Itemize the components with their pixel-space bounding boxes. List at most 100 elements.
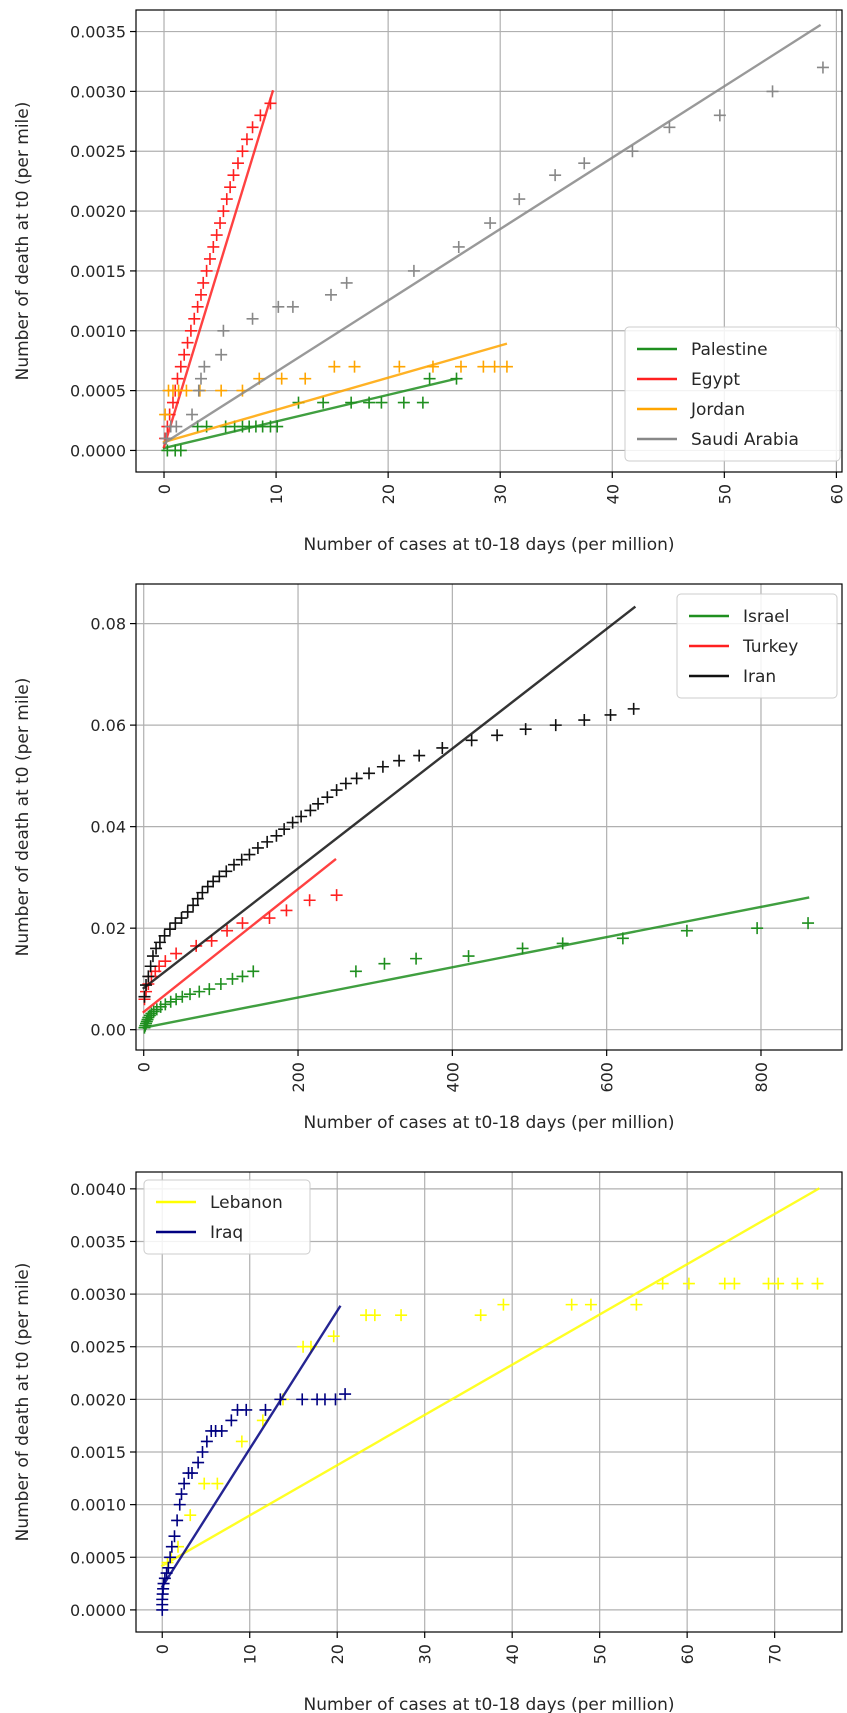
- x-tick-label: 0: [135, 1062, 154, 1072]
- legend: Israel Turkey Iran: [676, 593, 838, 699]
- data-point-israel: [236, 970, 249, 983]
- x-tick-label: 800: [752, 1062, 771, 1093]
- x-tick-label: 600: [598, 1062, 617, 1093]
- data-point-iraq: [171, 1514, 184, 1527]
- data-point-iraq: [162, 1561, 175, 1574]
- data-point-saudi-arabia: [217, 324, 230, 337]
- data-point-jordan: [159, 408, 172, 421]
- data-point-saudi-arabia: [713, 109, 726, 122]
- data-point-iraq: [259, 1403, 272, 1416]
- y-tick-label: 0.08: [90, 615, 126, 634]
- data-point-palestine: [271, 420, 284, 433]
- data-point-saudi-arabia: [578, 157, 591, 170]
- y-tick-label: 0.0035: [70, 1232, 126, 1251]
- data-point-iraq: [318, 1393, 331, 1406]
- data-point-iraq: [339, 1388, 352, 1401]
- data-point-iran: [261, 835, 274, 848]
- data-point-saudi-arabia: [286, 300, 299, 313]
- data-point-iran: [213, 870, 226, 883]
- data-point-saudi-arabia: [513, 193, 526, 206]
- legend-label-saudi-arabia: Saudi Arabia: [691, 430, 799, 450]
- y-tick-label: 0.0030: [70, 1285, 126, 1304]
- data-point-turkey: [236, 917, 249, 930]
- data-point-saudi-arabia: [816, 61, 829, 74]
- data-point-iran: [321, 791, 334, 804]
- data-point-saudi-arabia: [549, 169, 562, 182]
- legend: Palestine Egypt Jordan Saudi Arabia: [624, 326, 841, 462]
- y-tick-label: 0.0010: [70, 322, 126, 341]
- data-point-jordan: [477, 360, 490, 373]
- data-point-iran: [413, 749, 426, 762]
- data-point-palestine: [317, 396, 330, 409]
- data-point-lebanon: [198, 1477, 211, 1490]
- data-point-iran: [339, 777, 352, 790]
- y-tick-label: 0.0040: [70, 1180, 126, 1199]
- data-point-iran: [243, 848, 256, 861]
- data-point-iran: [465, 734, 478, 747]
- data-point-iraq: [165, 1540, 178, 1553]
- data-point-iraq: [329, 1393, 342, 1406]
- x-tick-label: 60: [678, 1644, 697, 1664]
- data-point-saudi-arabia: [452, 240, 465, 253]
- x-tick-label: 70: [766, 1644, 785, 1664]
- data-point-turkey: [280, 904, 293, 917]
- series-israel: [138, 896, 815, 1034]
- x-tick-label: 20: [379, 484, 398, 504]
- data-point-jordan: [454, 360, 467, 373]
- data-point-egypt: [246, 121, 259, 134]
- data-point-saudi-arabia: [246, 312, 259, 325]
- y-tick-label: 0.0025: [70, 1338, 126, 1357]
- y-tick-label: 0.0000: [70, 1601, 126, 1620]
- data-point-saudi-arabia: [766, 85, 779, 98]
- legend-label-iraq: Iraq: [210, 1223, 243, 1243]
- x-axis-title: Number of cases at t0-18 days (per milli…: [303, 1113, 674, 1133]
- data-point-egypt: [214, 217, 227, 230]
- y-tick-label: 0.0015: [70, 262, 126, 281]
- data-point-iran: [251, 841, 264, 854]
- data-point-palestine: [416, 396, 429, 409]
- fit-line-turkey: [142, 857, 337, 1014]
- data-point-iran: [604, 708, 617, 721]
- data-point-israel: [170, 993, 183, 1006]
- data-point-iran: [436, 741, 449, 754]
- data-point-israel: [410, 952, 423, 965]
- data-point-iraq: [178, 1477, 191, 1490]
- data-point-lebanon: [630, 1298, 643, 1311]
- series-egypt: [159, 89, 277, 449]
- data-point-jordan: [299, 372, 312, 385]
- data-point-lebanon: [565, 1298, 578, 1311]
- data-point-iraq: [173, 1498, 186, 1511]
- data-point-egypt: [174, 360, 187, 373]
- data-point-egypt: [191, 300, 204, 313]
- data-point-saudi-arabia: [272, 300, 285, 313]
- data-point-lebanon: [791, 1277, 804, 1290]
- y-tick-label: 0.0020: [70, 1390, 126, 1409]
- fit-line-egypt: [162, 89, 275, 449]
- data-layer: [159, 23, 829, 457]
- data-point-turkey: [263, 912, 276, 925]
- data-point-israel: [680, 924, 693, 937]
- data-point-palestine: [397, 396, 410, 409]
- fit-line-iran: [142, 605, 637, 990]
- data-layer: [156, 1187, 824, 1616]
- data-point-israel: [556, 937, 569, 950]
- data-point-israel: [802, 917, 815, 930]
- fit-line-palestine: [162, 377, 458, 450]
- data-point-iraq: [175, 1488, 188, 1501]
- legend-label-jordan: Jordan: [690, 400, 745, 420]
- data-point-egypt: [178, 348, 191, 361]
- data-point-iran: [519, 723, 532, 736]
- series-iraq: [156, 1305, 352, 1616]
- x-tick-label: 10: [241, 1644, 260, 1664]
- data-point-iran: [578, 714, 591, 727]
- data-point-iran: [191, 892, 204, 905]
- data-point-lebanon: [497, 1298, 510, 1311]
- legend-label-egypt: Egypt: [691, 370, 740, 390]
- data-point-iran: [491, 729, 504, 742]
- y-tick-label: 0.0035: [70, 23, 126, 42]
- data-point-iran: [169, 917, 182, 930]
- chart-panel-3: 0 10 20 30 40 50 60 70 0.0000 0.0005 0.0010 0.0015 0…: [13, 1171, 843, 1713]
- legend-box: [676, 593, 838, 699]
- data-point-saudi-arabia: [170, 420, 183, 433]
- data-point-lebanon: [235, 1435, 248, 1448]
